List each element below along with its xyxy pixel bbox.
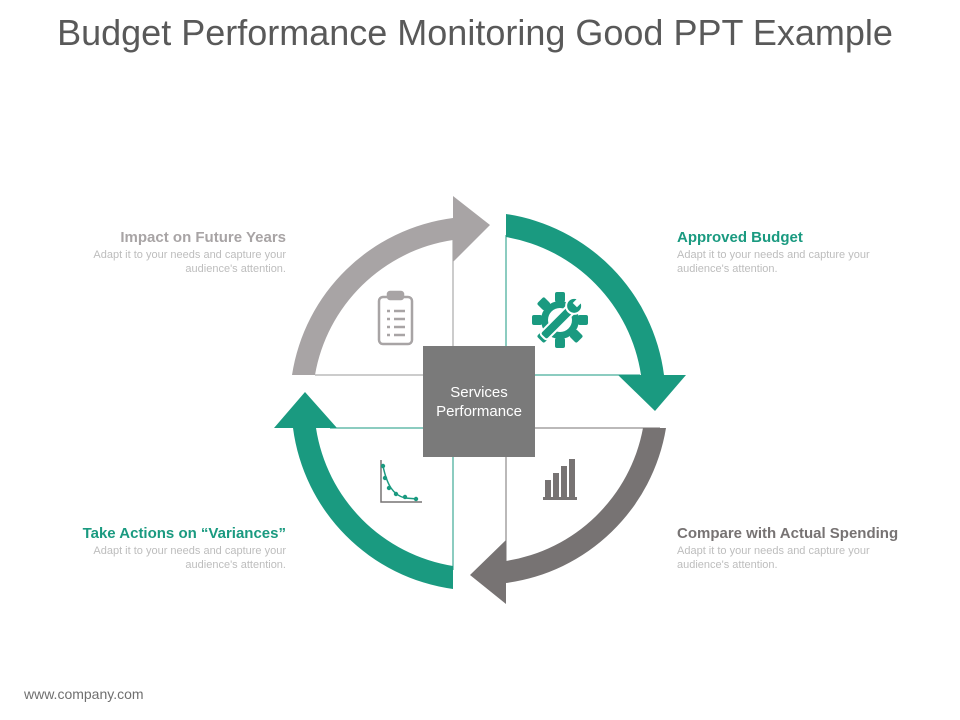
arrow-compare-actual [470, 428, 666, 604]
impact-future-heading: Impact on Future Years [120, 229, 286, 246]
approved-budget-heading: Approved Budget [677, 229, 803, 246]
take-actions-heading: Take Actions on “Variances” [82, 525, 286, 542]
arrow-approved-budget [506, 214, 686, 411]
take-actions-block: Take Actions on “Variances” Adapt it to … [46, 525, 286, 572]
page-title: Budget Performance Monitoring Good PPT E… [57, 12, 893, 53]
impact-future-block: Impact on Future Years Adapt it to your … [46, 229, 286, 276]
compare-spending-heading: Compare with Actual Spending [677, 525, 899, 542]
approved-budget-block: Approved Budget Adapt it to your needs a… [677, 229, 917, 276]
impact-future-text: Adapt it to your needs and capture your … [93, 249, 286, 275]
clipboard-icon [377, 290, 414, 346]
footer-url: www.company.com [24, 686, 144, 702]
compare-spending-text: Adapt it to your needs and capture your … [677, 545, 870, 571]
arrow-impact-future-years [292, 196, 490, 375]
arrow-take-actions [274, 392, 453, 589]
center-label-line1: Services [450, 383, 508, 401]
approved-budget-text: Adapt it to your needs and capture your … [677, 249, 870, 275]
center-label-line2: Performance [436, 402, 522, 420]
compare-spending-block: Compare with Actual Spending Adapt it to… [677, 525, 917, 572]
center-services-performance: Services Performance [423, 346, 535, 457]
bar-chart-icon [543, 459, 577, 500]
gear-wrench-icon [532, 292, 588, 348]
take-actions-text: Adapt it to your needs and capture your … [93, 545, 286, 571]
decay-curve-icon [380, 460, 422, 503]
